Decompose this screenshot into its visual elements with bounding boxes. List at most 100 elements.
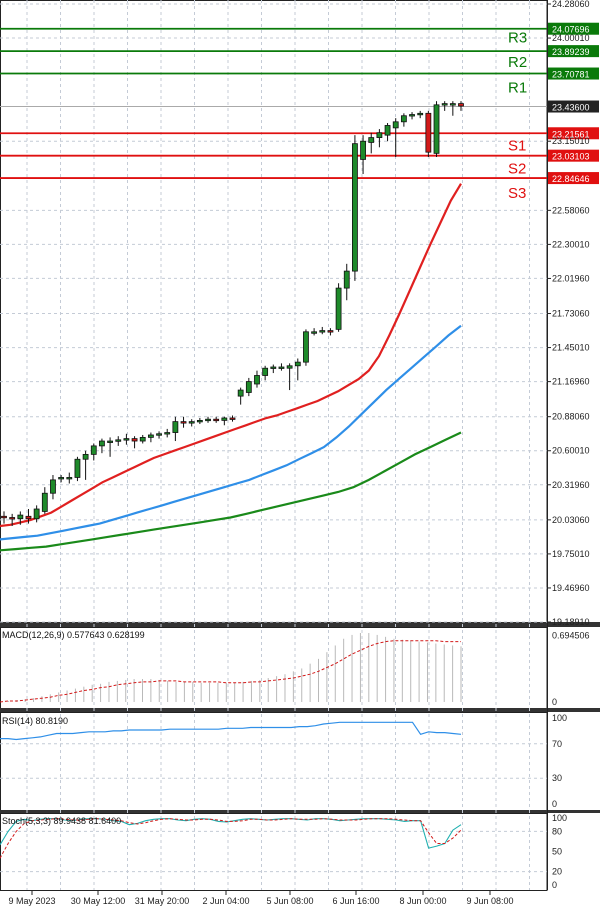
rsi-tick-label: 30 — [552, 773, 562, 783]
moving-averages — [0, 183, 462, 552]
candle-body — [90, 445, 97, 455]
candle-body — [237, 389, 244, 397]
candle-body — [131, 438, 138, 442]
level-value: 23.21561 — [552, 129, 590, 139]
time-axis: 9 May 2023 30 May 12:00 31 May 20:00 2 Jun … — [8, 890, 514, 906]
level-name-label: S1 — [508, 137, 526, 154]
current-price-box — [547, 100, 599, 113]
time-tick-label: 5 Jun 08:00 — [266, 896, 313, 906]
candle-body — [1, 515, 7, 519]
moving-average-line — [0, 431, 462, 552]
candle-body — [343, 270, 350, 289]
candle-body — [33, 508, 40, 520]
price-tick-label: 19.18910 — [552, 617, 590, 627]
candle-body — [278, 366, 285, 369]
candle-body — [270, 366, 277, 369]
candle-body — [50, 479, 56, 494]
price-tick-label: 23.15010 — [552, 136, 590, 146]
macd-label: MACD(12,26,9) 0.577643 0.628199 — [2, 630, 145, 640]
level-value-box — [547, 149, 599, 162]
level-value: 23.89239 — [552, 47, 590, 57]
price-tick-label: 22.01960 — [552, 273, 590, 283]
rsi-label: RSI(14) 80.8190 — [2, 716, 68, 726]
moving-average-line — [0, 324, 462, 541]
time-tick-label: 30 May 12:00 — [71, 896, 126, 906]
level-value: 23.03103 — [552, 152, 590, 162]
current-price-value: 23.43600 — [552, 103, 590, 113]
level-value-box — [547, 67, 599, 80]
level-value-box — [547, 22, 599, 35]
candle-body — [376, 132, 383, 138]
price-tick-label: 20.88060 — [552, 412, 590, 422]
candle-body — [458, 103, 464, 107]
candle-body — [107, 440, 113, 443]
panel-separator — [0, 708, 600, 712]
stoch-tick-label: 0 — [552, 880, 557, 890]
candle-body — [82, 453, 89, 460]
level-name-label: S3 — [508, 185, 526, 202]
time-tick-label: 8 Jun 00:00 — [399, 896, 446, 906]
stoch-d-line — [0, 818, 462, 859]
stoch-tick-label: 80 — [552, 826, 562, 836]
price-tick-label: 22.58060 — [552, 205, 590, 215]
price-tick-label: 19.46960 — [552, 583, 590, 593]
time-tick-label: 9 May 2023 — [8, 896, 55, 906]
level-value: 24.07696 — [552, 25, 590, 35]
price-axis: 24.28060 24.00010 23.15010 22.58060 22.30010… — [547, 0, 590, 890]
rsi-tick-label: 70 — [552, 739, 562, 749]
time-tick-label: 31 May 20:00 — [135, 896, 190, 906]
time-tick-label: 2 Jun 04:00 — [202, 896, 249, 906]
price-tick-label: 21.73060 — [552, 309, 590, 319]
level-value-box — [547, 45, 599, 58]
stoch-tick-label: 20 — [552, 867, 562, 877]
price-tick-label: 20.03060 — [552, 515, 590, 525]
price-tick-label: 19.75010 — [552, 549, 590, 559]
candle-body — [417, 112, 424, 116]
candle-body — [25, 515, 32, 520]
candle-body — [156, 433, 162, 436]
candle-body — [449, 103, 456, 106]
support-resistance-levels: 24.07696 23.89239 23.70781 23.21561 23.03103… — [0, 22, 599, 202]
price-tick-label: 24.28060 — [552, 0, 590, 9]
candle-body — [319, 330, 326, 333]
macd-tick-label: 0 — [552, 697, 557, 707]
level-name-label: R2 — [508, 54, 527, 71]
rsi-tick-label: 0 — [552, 799, 557, 809]
moving-average-line — [0, 183, 462, 528]
candle-body — [213, 418, 220, 422]
price-tick-label: 20.31960 — [552, 480, 590, 490]
time-tick-label: 9 Jun 08:00 — [466, 896, 513, 906]
price-tick-label: 21.45010 — [552, 343, 590, 353]
price-tick-label: 21.16960 — [552, 377, 590, 387]
candle-body — [229, 417, 236, 420]
candle-body — [205, 418, 211, 422]
time-tick-label: 6 Jun 16:00 — [332, 896, 379, 906]
rsi-tick-label: 100 — [552, 713, 567, 723]
level-value-box — [547, 172, 599, 185]
macd-signal-line — [0, 640, 461, 703]
candle-body — [368, 137, 375, 143]
candle-body — [286, 365, 293, 369]
candle-body — [172, 421, 179, 433]
candle-body — [66, 477, 73, 480]
candle-body — [294, 361, 301, 367]
candle-body — [245, 381, 252, 393]
candle-body — [41, 492, 48, 512]
panel-separator — [0, 622, 600, 627]
indicator-panels: MACD(12,26,9) 0.577643 0.628199 0.694506 0… — [0, 630, 590, 890]
candle-body — [74, 458, 81, 478]
macd-tick-label: 0.694506 — [552, 630, 590, 640]
level-name-label: R1 — [508, 80, 527, 97]
candle-body — [303, 331, 309, 363]
candle-body — [188, 421, 195, 424]
candle-body — [115, 439, 122, 442]
stoch-tick-label: 50 — [552, 847, 562, 857]
level-value: 23.70781 — [552, 70, 590, 80]
candle-body — [221, 417, 228, 421]
candle-body — [262, 367, 269, 376]
candle-body — [392, 121, 399, 129]
candle-body — [360, 140, 366, 160]
